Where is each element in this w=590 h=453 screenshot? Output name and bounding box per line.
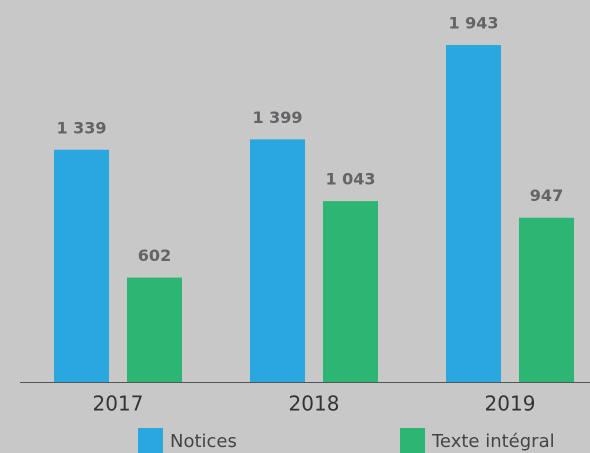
x-tick-label: 2018 xyxy=(289,392,340,416)
value-label: 947 xyxy=(530,186,563,205)
bar xyxy=(446,45,501,382)
value-label: 1 043 xyxy=(325,170,375,189)
bar xyxy=(127,277,182,382)
bar xyxy=(323,201,378,382)
x-tick-label: 2017 xyxy=(93,392,144,416)
legend-swatch xyxy=(138,428,163,453)
value-label: 1 943 xyxy=(448,14,498,33)
value-label: 1 399 xyxy=(252,108,302,127)
x-tick-label: 2019 xyxy=(485,392,536,416)
bar xyxy=(250,139,305,382)
legend-label: Texte intégral xyxy=(431,431,555,452)
value-label: 602 xyxy=(138,246,171,265)
bar xyxy=(519,217,574,382)
legend-swatch xyxy=(400,428,425,453)
bar xyxy=(54,149,109,382)
value-label: 1 339 xyxy=(56,118,106,137)
legend-label: Notices xyxy=(170,431,237,452)
